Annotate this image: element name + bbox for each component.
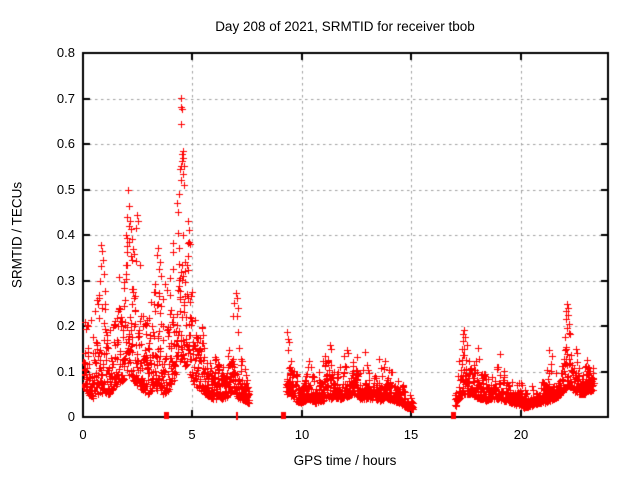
y-tick-label: 0.7 (56, 91, 75, 106)
x-tick-label: 10 (294, 427, 310, 442)
y-tick-label: 0.2 (56, 318, 75, 333)
y-tick-label: 0 (67, 409, 75, 424)
y-tick-label: 0.4 (56, 227, 75, 242)
y-tick-label: 0.1 (56, 364, 75, 379)
y-tick-label: 0.5 (56, 182, 75, 197)
y-tick-label: 0.6 (56, 136, 75, 151)
x-tick-label: 5 (188, 427, 196, 442)
chart-title: Day 208 of 2021, SRMTID for receiver tbo… (215, 19, 475, 34)
y-tick-label: 0.3 (56, 273, 75, 288)
x-tick-label: 0 (79, 427, 87, 442)
x-axis-label: GPS time / hours (293, 453, 397, 468)
x-tick-label: 15 (403, 427, 419, 442)
y-axis-label: SRMTID / TECUs (9, 181, 25, 289)
x-tick-label: 20 (513, 427, 529, 442)
y-tick-label: 0.8 (56, 45, 75, 60)
